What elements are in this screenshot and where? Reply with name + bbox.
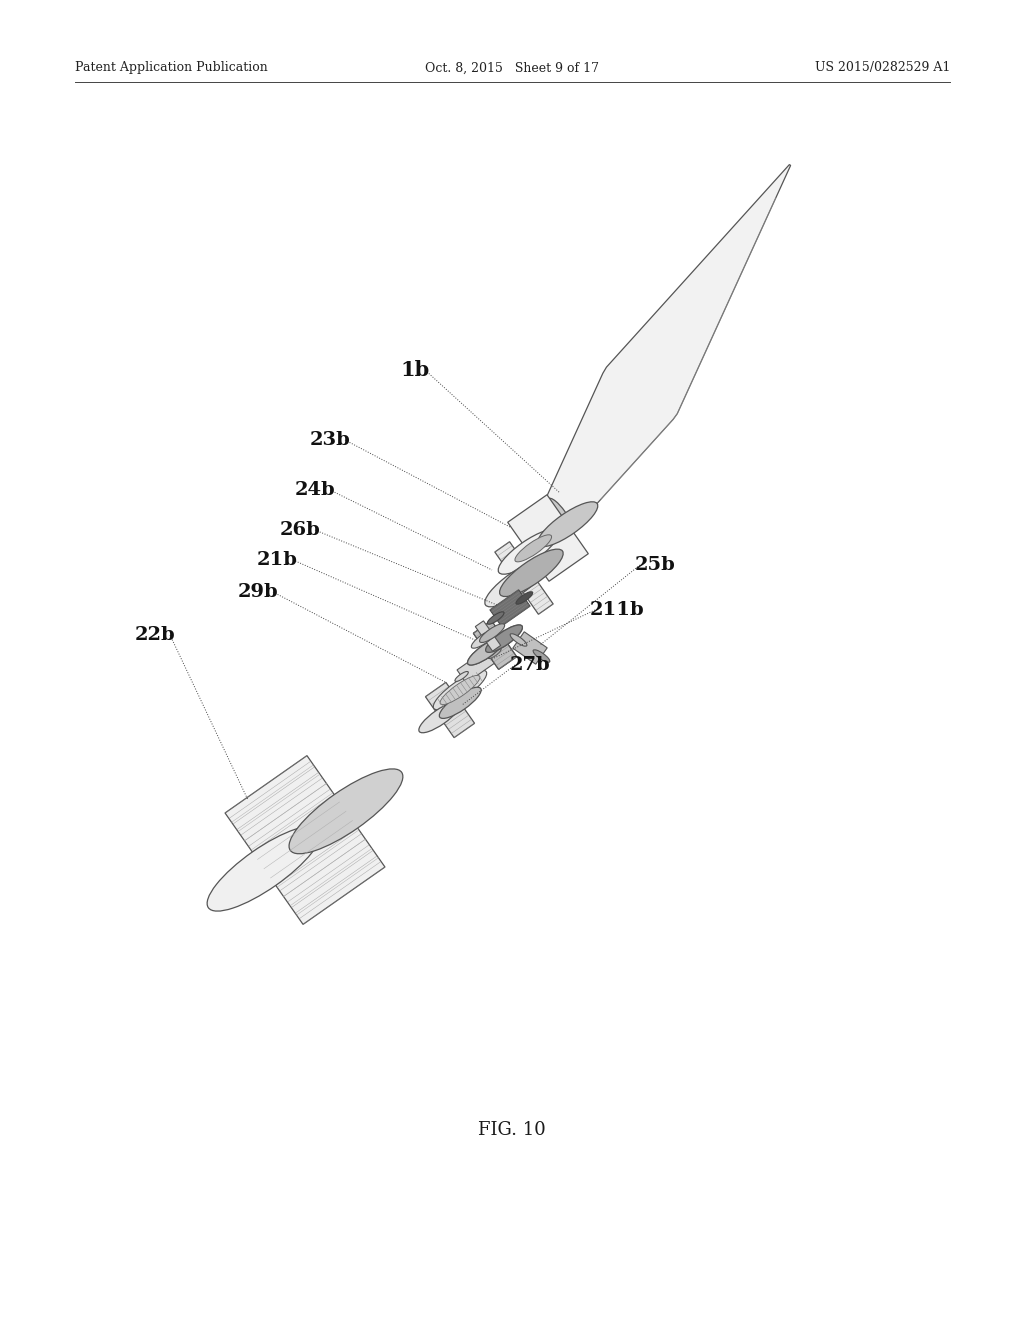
Ellipse shape [433, 671, 486, 710]
Text: 29b: 29b [238, 583, 278, 601]
Text: 23b: 23b [309, 432, 350, 449]
Polygon shape [473, 620, 517, 669]
Ellipse shape [419, 701, 461, 733]
Ellipse shape [516, 591, 532, 605]
Ellipse shape [510, 634, 527, 647]
Polygon shape [513, 632, 547, 664]
Polygon shape [425, 682, 474, 738]
Polygon shape [544, 165, 791, 525]
Ellipse shape [484, 560, 549, 607]
Ellipse shape [548, 498, 572, 532]
Ellipse shape [439, 688, 481, 718]
Polygon shape [225, 755, 385, 924]
Ellipse shape [207, 826, 321, 911]
Ellipse shape [289, 768, 402, 854]
Ellipse shape [471, 630, 497, 648]
Text: US 2015/0282529 A1: US 2015/0282529 A1 [815, 62, 950, 74]
Ellipse shape [487, 648, 501, 659]
Polygon shape [489, 590, 530, 626]
Polygon shape [473, 620, 517, 669]
Text: FIG. 10: FIG. 10 [478, 1121, 546, 1139]
Ellipse shape [500, 549, 563, 597]
Ellipse shape [487, 611, 504, 624]
Text: 1b: 1b [400, 360, 430, 380]
Polygon shape [495, 541, 553, 614]
Polygon shape [475, 620, 501, 651]
Ellipse shape [499, 529, 558, 574]
Polygon shape [508, 495, 589, 581]
Text: 24b: 24b [294, 480, 335, 499]
Text: 22b: 22b [134, 626, 175, 644]
Text: 21b: 21b [257, 550, 298, 569]
Ellipse shape [534, 649, 550, 663]
Text: 26b: 26b [280, 521, 319, 539]
Text: Patent Application Publication: Patent Application Publication [75, 62, 267, 74]
Polygon shape [457, 647, 499, 682]
Ellipse shape [440, 676, 480, 705]
Text: 25b: 25b [635, 556, 676, 574]
Ellipse shape [468, 638, 505, 665]
Ellipse shape [515, 535, 552, 562]
Ellipse shape [485, 624, 522, 652]
Ellipse shape [538, 502, 598, 546]
Text: 27b: 27b [510, 656, 551, 675]
Ellipse shape [479, 624, 505, 643]
Text: Oct. 8, 2015   Sheet 9 of 17: Oct. 8, 2015 Sheet 9 of 17 [425, 62, 599, 74]
Ellipse shape [455, 672, 468, 681]
Ellipse shape [485, 624, 522, 652]
Ellipse shape [468, 638, 505, 665]
Text: 211b: 211b [590, 601, 645, 619]
